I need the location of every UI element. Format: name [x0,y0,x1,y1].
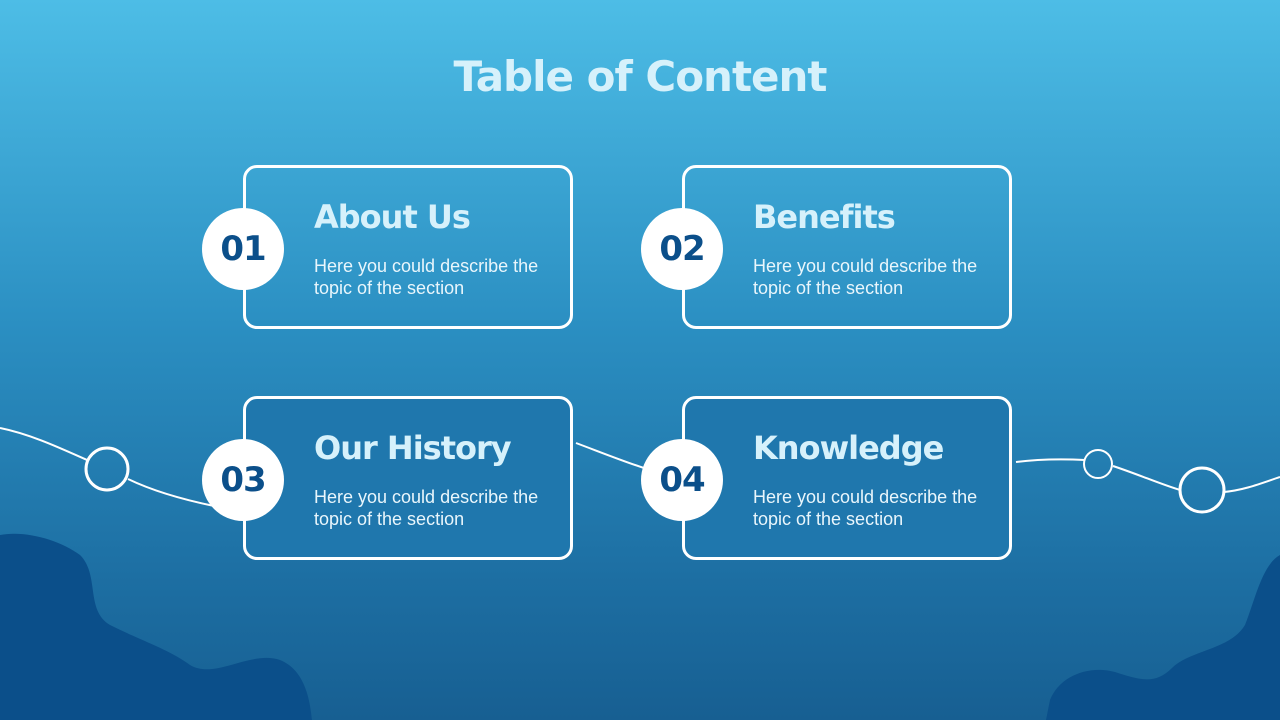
section-description: Here you could describe the topic of the… [314,487,539,529]
section-description: Here you could describe the topic of the… [314,256,539,298]
section-number-badge: 02 [641,208,723,290]
section-card-our-history[interactable]: Our History Here you could describe the … [243,396,573,560]
connector-line-middle [575,442,645,469]
section-heading: Knowledge [753,429,944,467]
connector-line-right-2 [1112,465,1181,491]
connector-line-left-2 [127,478,215,507]
connector-line-right [1015,458,1086,463]
section-heading: About Us [314,198,471,236]
bottom-left-blob [0,533,312,720]
connector-line-right-3 [1223,476,1280,493]
slide-title: Table of Content [453,52,827,101]
section-card-knowledge[interactable]: Knowledge Here you could describe the to… [682,396,1012,560]
section-heading: Our History [314,429,512,467]
ring-node-left [84,446,130,492]
section-card-benefits[interactable]: Benefits Here you could describe the top… [682,165,1012,329]
section-number-badge: 01 [202,208,284,290]
section-number-badge: 04 [641,439,723,521]
section-card-about-us[interactable]: About Us Here you could describe the top… [243,165,573,329]
connector-line-left [0,427,88,461]
section-heading: Benefits [753,198,896,236]
section-description: Here you could describe the topic of the… [753,256,978,298]
section-description: Here you could describe the topic of the… [753,487,978,529]
ring-node-right-small [1083,449,1113,479]
ring-node-right-large [1178,466,1226,514]
section-number-badge: 03 [202,439,284,521]
bottom-right-blob [1046,555,1280,720]
